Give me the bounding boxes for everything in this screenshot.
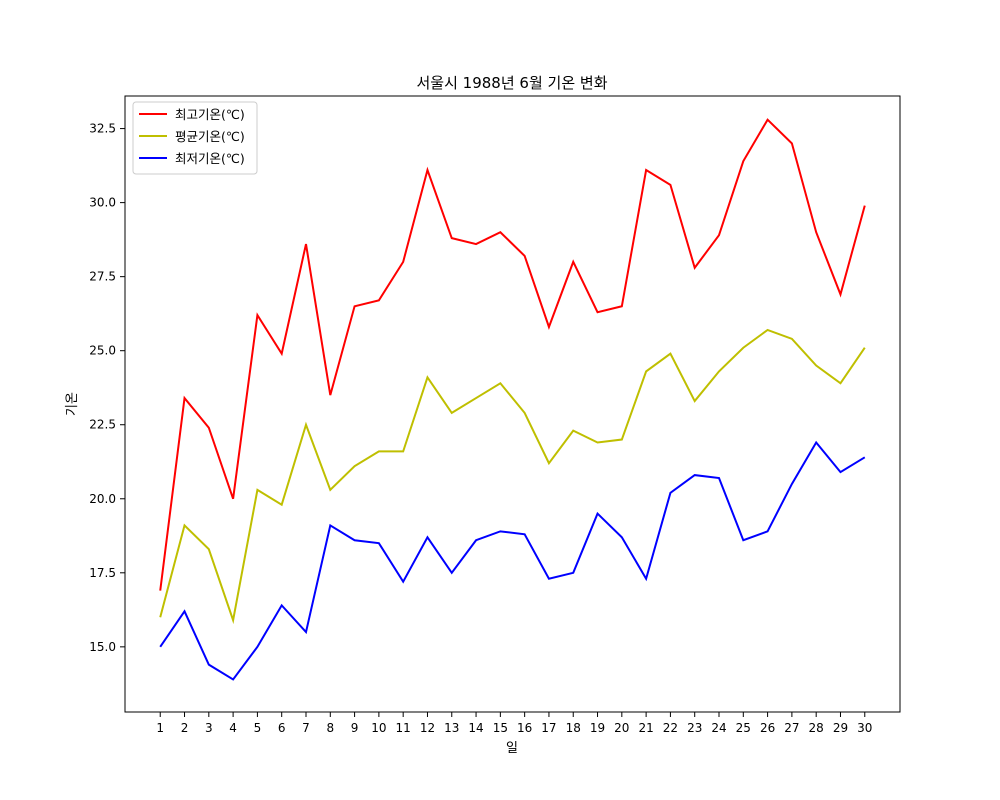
y-tick-label: 25.0 [89,344,116,358]
x-tick-label: 14 [468,721,483,735]
x-tick-label: 1 [156,721,164,735]
y-tick-label: 20.0 [89,492,116,506]
series-line-3 [159,440,866,681]
x-tick-label: 21 [638,721,653,735]
x-tick-label: 22 [663,721,678,735]
y-tick-label: 32.5 [89,122,116,136]
x-tick-label: 11 [396,721,411,735]
x-tick-label: 13 [444,721,459,735]
y-tick-label: 27.5 [89,270,116,284]
y-axis-label: 기온 [65,392,80,416]
y-tick-label: 17.5 [89,566,116,580]
y-tick-label: 15.0 [89,640,116,654]
x-tick-label: 5 [254,721,262,735]
x-tick-label: 6 [278,721,286,735]
x-tick-label: 7 [302,721,310,735]
x-tick-label: 29 [833,721,848,735]
x-tick-label: 10 [371,721,386,735]
x-tick-label: 26 [760,721,775,735]
x-tick-label: 23 [687,721,702,735]
x-tick-label: 30 [857,721,872,735]
x-tick-label: 28 [809,721,824,735]
axes-frame [124,95,901,713]
x-tick-label: 17 [541,721,556,735]
x-tick-label: 15 [493,721,508,735]
y-tick-label: 22.5 [89,418,116,432]
x-tick-label: 24 [711,721,726,735]
chart-title: 서울시 1988년 6월 기온 변화 [417,74,608,92]
x-tick-label: 19 [590,721,605,735]
x-tick-label: 2 [181,721,189,735]
x-tick-label: 4 [229,721,237,735]
plot-area: 1 2 3 4 5 6 7 8 9 10 11 12 13 14 15 16 17 18 19 20 21 22 23 24 2… [89,95,901,735]
x-tick-label: 3 [205,721,213,735]
legend-box [132,101,258,175]
x-tick-label: 18 [566,721,581,735]
x-axis-label: 일 [506,741,518,756]
legend-label-3: 최저기온(℃) [175,151,245,166]
x-tick-label: 25 [736,721,751,735]
x-tick-label: 16 [517,721,532,735]
series-line-1 [159,118,866,591]
legend-label-1: 최고기온(℃) [175,107,245,122]
x-tick-label: 20 [614,721,629,735]
x-tick-label: 9 [351,721,359,735]
x-tick-label: 12 [420,721,435,735]
y-tick-label: 30.0 [89,196,116,210]
x-tick-label: 8 [326,721,334,735]
legend-label-2: 평균기온(℃) [175,129,245,144]
series-line-2 [159,328,866,625]
x-tick-label: 27 [784,721,799,735]
